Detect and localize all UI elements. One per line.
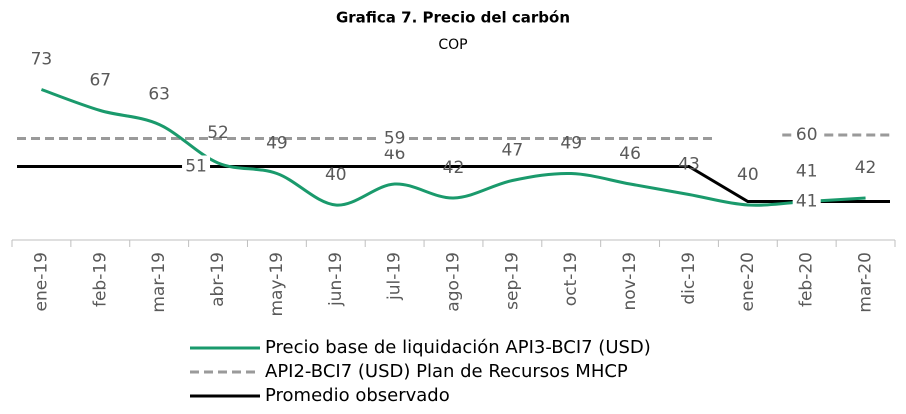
- x-tick-label: ene-19: [31, 252, 51, 311]
- x-tick-label: mar-20: [856, 252, 876, 313]
- data-label: 40: [737, 165, 759, 185]
- label-bg: [792, 124, 821, 146]
- x-tick-label: feb-20: [797, 252, 817, 307]
- chart-subtitle: COP: [438, 37, 467, 53]
- x-tick-label: dic-19: [679, 252, 699, 305]
- data-label: 41: [796, 162, 818, 182]
- legend-label: API2-BCI7 (USD) Plan de Recursos MHCP: [265, 361, 628, 382]
- legend-label: Precio base de liquidación API3-BCI7 (US…: [265, 337, 651, 358]
- legend-label: Promedio observado: [265, 385, 450, 406]
- label-bg: [792, 190, 821, 213]
- label-bg: [182, 155, 211, 178]
- x-tick-label: ene-20: [738, 252, 758, 311]
- x-tick-label: nov-19: [620, 252, 640, 311]
- data-label: 41: [796, 192, 818, 212]
- x-tick-label: feb-19: [90, 252, 110, 307]
- data-label: 59: [384, 129, 406, 149]
- data-label: 51: [185, 157, 207, 177]
- data-label: 73: [31, 50, 53, 70]
- data-label: 60: [796, 125, 818, 145]
- x-tick-label: sep-19: [502, 252, 522, 310]
- series-line: [40, 88, 866, 207]
- data-label: 63: [148, 85, 170, 105]
- data-label: 42: [443, 158, 465, 178]
- data-label: 49: [560, 134, 582, 154]
- data-label: 52: [207, 123, 229, 143]
- data-label: 40: [325, 165, 347, 185]
- x-tick-label: abr-19: [208, 252, 228, 307]
- data-label: 47: [502, 141, 524, 161]
- x-tick-label: jul-19: [385, 252, 405, 301]
- data-label: 49: [266, 134, 288, 154]
- x-tick-label: mar-19: [149, 252, 169, 313]
- x-tick-label: ago-19: [444, 252, 464, 312]
- x-tick-label: may-19: [267, 252, 287, 317]
- x-tick-label: jun-19: [326, 252, 346, 307]
- label-bg: [380, 127, 409, 150]
- data-label: 67: [89, 71, 111, 91]
- data-label: 43: [678, 155, 700, 175]
- data-label: 46: [619, 144, 641, 164]
- x-tick-label: oct-19: [561, 252, 581, 306]
- data-label: 42: [855, 158, 877, 178]
- chart-title: Grafica 7. Precio del carbón: [336, 9, 570, 27]
